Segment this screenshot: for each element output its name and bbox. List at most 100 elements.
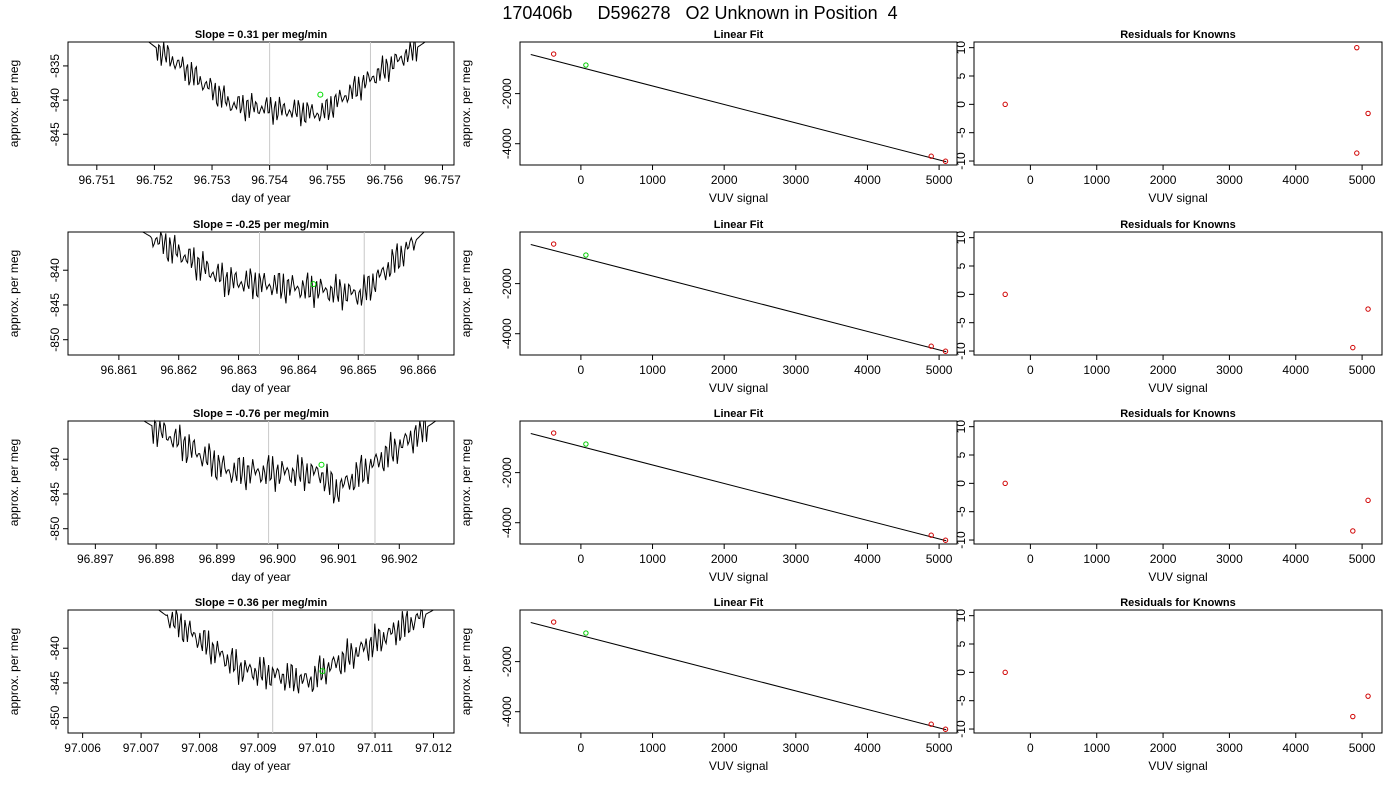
y-tick-label: 5 bbox=[954, 451, 968, 458]
figure-title: 170406b D596278 O2 Unknown in Position 4 bbox=[502, 3, 898, 23]
x-tick-label: 2000 bbox=[1150, 552, 1177, 566]
x-tick-label: 96.752 bbox=[136, 173, 173, 187]
y-tick-label: -4000 bbox=[500, 318, 514, 349]
x-tick-label: 96.863 bbox=[220, 363, 257, 377]
series-line bbox=[143, 419, 437, 504]
x-tick-label: 97.012 bbox=[415, 741, 452, 755]
x-tick-label: 4000 bbox=[854, 363, 881, 377]
y-axis-label: approx. per meg bbox=[459, 439, 473, 526]
x-tick-label: 1000 bbox=[1083, 173, 1110, 187]
y-tick-label: 0 bbox=[954, 669, 968, 676]
known-point bbox=[942, 726, 949, 732]
known-point bbox=[550, 619, 557, 625]
x-tick-label: 96.754 bbox=[251, 173, 288, 187]
x-axis-label: day of year bbox=[231, 759, 290, 773]
x-tick-label: 96.901 bbox=[320, 552, 357, 566]
x-tick-label: 2000 bbox=[1150, 173, 1177, 187]
known-point bbox=[550, 51, 557, 57]
residual-point bbox=[1002, 669, 1008, 676]
plot-frame bbox=[67, 420, 455, 545]
x-axis-label: VUV signal bbox=[1148, 381, 1207, 395]
unknown-point bbox=[583, 441, 589, 447]
x-tick-label: 0 bbox=[1027, 552, 1034, 566]
x-tick-label: 96.902 bbox=[381, 552, 418, 566]
panel-title: Residuals for Knowns bbox=[1120, 219, 1236, 231]
x-tick-label: 96.755 bbox=[309, 173, 346, 187]
x-tick-label: 3000 bbox=[782, 552, 809, 566]
x-tick-label: 96.757 bbox=[424, 173, 461, 187]
y-axis-label: approx. per meg bbox=[7, 250, 21, 337]
y-axis-label: approx. per meg bbox=[7, 60, 21, 147]
panel-4-3: Residuals for Knowns 0 1000 2000 3000 4000 500… bbox=[954, 597, 1383, 773]
unknown-point bbox=[317, 91, 324, 98]
x-tick-label: 2000 bbox=[711, 173, 738, 187]
y-tick-label: -840 bbox=[48, 88, 62, 112]
y-tick-label: 5 bbox=[954, 72, 968, 79]
x-axis-label: VUV signal bbox=[709, 381, 768, 395]
plot-frame bbox=[519, 41, 958, 166]
residual-point bbox=[1002, 480, 1008, 487]
x-axis-label: VUV signal bbox=[1148, 191, 1207, 205]
known-point bbox=[550, 430, 557, 436]
x-axis-label: VUV signal bbox=[1148, 570, 1207, 584]
x-tick-label: 1000 bbox=[639, 173, 666, 187]
x-tick-label: 5000 bbox=[1349, 552, 1376, 566]
x-tick-label: 3000 bbox=[1216, 552, 1243, 566]
x-tick-label: 5000 bbox=[926, 741, 953, 755]
y-tick-label: 10 bbox=[954, 41, 968, 55]
known-point bbox=[928, 153, 934, 159]
y-tick-label: -5 bbox=[954, 695, 968, 706]
x-axis-label: VUV signal bbox=[709, 759, 768, 773]
x-tick-label: 3000 bbox=[782, 363, 809, 377]
plot-frame bbox=[67, 41, 455, 166]
x-tick-label: 2000 bbox=[711, 363, 738, 377]
panel-2-2: Linear Fit 0 1000 2000 3000 4000 5000 VUV signa… bbox=[459, 219, 958, 395]
y-tick-label: -850 bbox=[48, 516, 62, 540]
y-tick-label: 10 bbox=[954, 231, 968, 245]
x-tick-label: 4000 bbox=[1282, 363, 1309, 377]
y-tick-label: -845 bbox=[48, 122, 62, 146]
y-tick-label: -840 bbox=[48, 636, 62, 660]
plot-frame bbox=[519, 231, 958, 356]
panel-2-3: Residuals for Knowns 0 1000 2000 3000 4000 500… bbox=[954, 219, 1383, 395]
residual-point bbox=[1365, 306, 1371, 312]
x-tick-label: 96.861 bbox=[101, 363, 138, 377]
panel-1-1: Slope = 0.31 per meg/min 96.751 96.752 96.7… bbox=[7, 29, 461, 205]
y-tick-label: -835 bbox=[48, 54, 62, 78]
x-tick-label: 3000 bbox=[782, 173, 809, 187]
y-tick-label: 0 bbox=[954, 291, 968, 298]
x-tick-label: 1000 bbox=[639, 741, 666, 755]
y-tick-label: -4000 bbox=[500, 507, 514, 538]
plot-frame bbox=[973, 231, 1383, 356]
x-tick-label: 3000 bbox=[1216, 173, 1243, 187]
x-tick-label: 96.898 bbox=[138, 552, 175, 566]
unknown-point bbox=[319, 668, 326, 675]
panel-title: Slope = 0.31 per meg/min bbox=[195, 29, 328, 41]
x-tick-label: 97.007 bbox=[123, 741, 160, 755]
x-tick-label: 4000 bbox=[1282, 173, 1309, 187]
residual-point bbox=[1002, 291, 1008, 298]
x-tick-label: 0 bbox=[578, 741, 585, 755]
x-tick-label: 97.011 bbox=[357, 741, 393, 755]
panel-4-2: Linear Fit 0 1000 2000 3000 4000 5000 VUV signa… bbox=[459, 597, 958, 773]
x-tick-label: 5000 bbox=[1349, 363, 1376, 377]
panel-title: Slope = -0.25 per meg/min bbox=[193, 219, 329, 231]
x-tick-label: 0 bbox=[1027, 741, 1034, 755]
x-tick-label: 1000 bbox=[1083, 741, 1110, 755]
panel-2-1: Slope = -0.25 per meg/min 96.861 96.862 96.… bbox=[7, 219, 455, 395]
y-tick-label: 0 bbox=[954, 480, 968, 487]
unknown-point bbox=[583, 62, 589, 68]
x-tick-label: 3000 bbox=[1216, 363, 1243, 377]
y-tick-label: 0 bbox=[954, 101, 968, 108]
x-tick-label: 2000 bbox=[1150, 363, 1177, 377]
residual-point bbox=[1350, 528, 1356, 534]
x-tick-label: 0 bbox=[578, 363, 585, 377]
x-tick-label: 4000 bbox=[1282, 552, 1309, 566]
x-axis-label: day of year bbox=[231, 381, 290, 395]
known-point bbox=[942, 537, 949, 543]
series-line bbox=[148, 41, 426, 127]
x-tick-label: 96.862 bbox=[160, 363, 197, 377]
y-tick-label: 5 bbox=[954, 640, 968, 647]
plot-frame bbox=[67, 609, 455, 734]
